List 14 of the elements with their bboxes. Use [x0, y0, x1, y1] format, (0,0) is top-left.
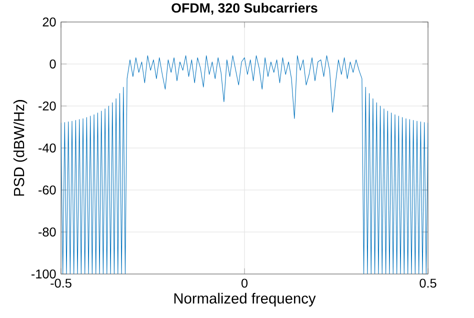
x-axis-title: Normalized frequency	[174, 292, 316, 306]
x-tick-label: 0	[241, 278, 248, 288]
chart-title: OFDM, 320 Subcarriers	[172, 2, 318, 15]
x-tick-label: -0.5	[50, 278, 72, 288]
y-tick-label: -40	[38, 144, 56, 152]
y-tick-label: -80	[38, 228, 56, 236]
y-tick-label: -20	[38, 102, 56, 110]
y-tick-label: -100	[32, 270, 56, 278]
y-tick-label: -60	[38, 186, 56, 194]
y-tick-label: 0	[50, 60, 56, 68]
y-tick-label: 20	[42, 18, 56, 26]
x-tick-label: 0.5	[420, 278, 436, 288]
line-series	[61, 55, 428, 274]
y-axis-title: PSD (dBW/Hz)	[13, 100, 28, 196]
